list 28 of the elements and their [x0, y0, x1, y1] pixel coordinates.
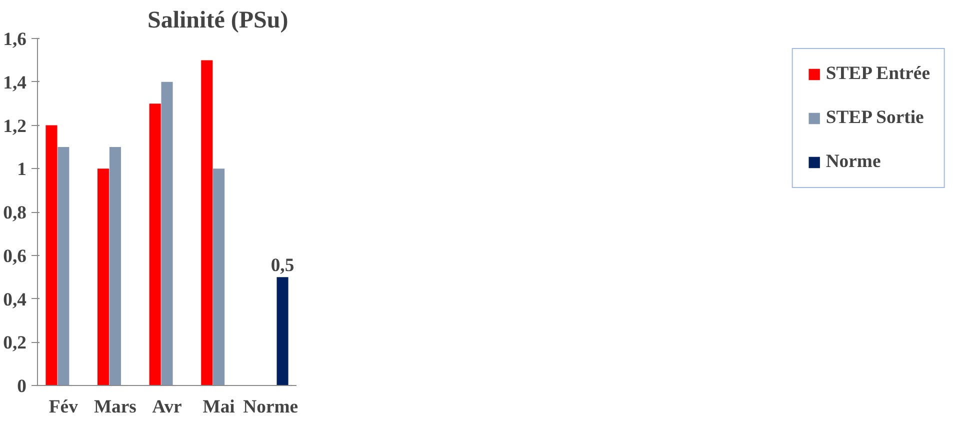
x-tick-label: Mars	[94, 396, 136, 418]
y-tick-label: 0	[17, 376, 26, 397]
bar	[213, 168, 225, 386]
y-tick-label: 0,8	[3, 202, 27, 224]
legend-label: STEP Sortie	[826, 107, 924, 129]
y-tick-label: 0,2	[3, 332, 27, 354]
bar	[98, 168, 110, 386]
y-tick-label: 1,6	[3, 29, 27, 50]
y-tick-label: 1,2	[3, 116, 27, 137]
y-tick-label: 0,6	[3, 246, 27, 267]
bar	[276, 277, 288, 386]
x-tick-label: Avr	[152, 396, 182, 418]
bar	[149, 104, 161, 386]
y-tick-label: 0,4	[3, 289, 27, 310]
legend-label: Norme	[826, 151, 881, 173]
x-tick-label: Mai	[202, 396, 235, 418]
bar	[109, 146, 121, 386]
y-tick-label: 1	[17, 159, 26, 180]
bar	[58, 146, 70, 386]
chart-title: Salinité (PSu)	[148, 8, 288, 34]
bar	[201, 60, 213, 386]
bar	[161, 82, 173, 386]
x-tick-label: Fév	[48, 396, 79, 418]
x-tick-label: Norme	[243, 396, 298, 418]
y-tick-label: 1,4	[3, 72, 27, 94]
legend-label: STEP Entrée	[826, 63, 930, 85]
bar	[46, 125, 58, 386]
data-label: 0,5	[270, 255, 294, 276]
